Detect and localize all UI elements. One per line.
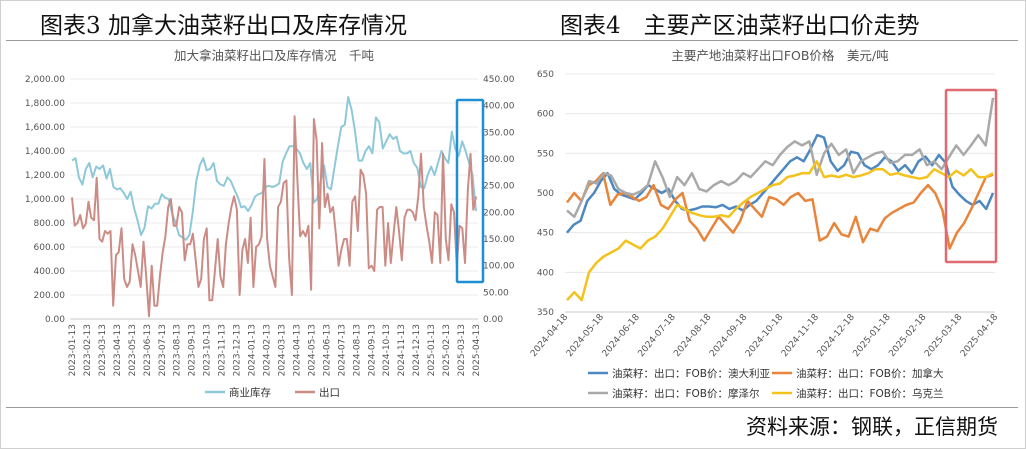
y-right-tick-label: 50.00 [483,288,509,298]
y-tick-label: 550 [537,149,554,159]
figure-3-title: 图表3 加拿大油菜籽出口及库存情况 [40,13,407,39]
footer-divider [6,407,1018,408]
x-tick-label: 2024-11-13 [397,324,407,376]
y-right-tick-label: 450.00 [483,75,515,85]
x-tick-label: 2024-01-13 [248,324,258,376]
export-series-line [71,115,477,318]
y-left-tick-label: 600.00 [34,243,66,253]
x-tick-label: 2025-04-13 [472,324,482,376]
highlight-box [944,88,998,264]
y-right-tick-label: 250.00 [483,182,515,192]
fob-series-line-canada [566,171,994,250]
x-tick-label: 2023-01-13 [68,324,78,376]
y-right-tick-label: 200.00 [483,208,515,218]
y-right-tick-label: 400.00 [483,102,515,112]
legend-label: 油菜籽：出口：FOB价：澳大利亚 [612,367,771,380]
legend-label: 出口 [319,386,340,399]
legend-label: 油菜籽：出口：FOB价：乌克兰 [796,387,944,400]
y-tick-label: 650 [537,70,554,80]
x-tick-label: 2024-12-13 [412,324,422,376]
fob-series-line-ukraine [566,160,994,302]
fob-series-line-australia [566,133,995,234]
x-tick-label: 2024-09-13 [367,324,377,376]
x-tick-label: 2023-11-13 [218,324,228,376]
y-left-tick-label: 1,000.00 [25,195,65,205]
y-left-tick-label: 0.00 [45,315,65,325]
x-tick-label: 2024-06-13 [322,324,332,376]
y-tick-label: 400 [537,268,554,278]
y-tick-label: 350 [537,308,554,318]
x-tick-label: 2023-04-13 [113,324,123,376]
x-tick-label: 2023-02-13 [83,324,93,376]
fob-series-line-mozambique [566,97,995,219]
x-tick-label: 2025-04-18 [959,312,1000,359]
x-tick-label: 2023-12-13 [233,324,243,376]
x-tick-label: 2024-04-13 [292,324,302,376]
source-note: 资料来源：钢联，正信期货 [746,415,998,439]
x-tick-label: 2023-06-13 [143,324,153,376]
y-right-tick-label: 300.00 [483,155,515,165]
chart-2-title: 主要产地油菜籽出口FOB价格 美元/吨 [671,48,889,63]
x-tick-label: 2025-03-13 [457,324,467,376]
y-tick-label: 500 [537,189,554,199]
x-tick-label: 2023-03-13 [98,324,108,376]
x-tick-label: 2024-07-13 [337,324,347,376]
inventory-series-line [71,96,477,241]
y-right-tick-label: 0.00 [483,315,503,325]
x-tick-label: 2024-02-13 [263,324,273,376]
legend-label: 商业库存 [229,386,271,399]
y-left-tick-label: 1,800.00 [25,99,65,109]
y-tick-label: 600 [537,110,554,120]
y-right-tick-label: 350.00 [483,128,515,138]
x-tick-label: 2025-02-13 [442,324,452,376]
chart-1-title: 加大拿油菜籽出口及库存情况 千吨 [174,48,375,63]
x-tick-label: 2023-07-13 [158,324,168,376]
legend-label: 油菜籽：出口：FOB价：摩泽尔 [612,387,760,400]
y-left-tick-label: 800.00 [34,219,66,229]
x-tick-label: 2024-10-13 [382,324,392,376]
y-tick-label: 450 [537,229,554,239]
y-left-tick-label: 1,400.00 [25,147,65,157]
x-tick-label: 2023-05-13 [128,324,138,376]
x-tick-label: 2024-08-13 [352,324,362,376]
y-right-tick-label: 150.00 [483,235,515,245]
highlight-box [455,98,485,284]
y-left-tick-label: 400.00 [34,267,66,277]
y-left-tick-label: 1,200.00 [25,171,65,181]
y-left-tick-label: 2,000.00 [25,75,65,85]
x-tick-label: 2023-09-13 [188,324,198,376]
x-tick-label: 2023-10-13 [203,324,213,376]
y-left-tick-label: 200.00 [34,291,66,301]
x-tick-label: 2023-08-13 [173,324,183,376]
x-tick-label: 2025-01-13 [427,324,437,376]
y-left-tick-label: 1,600.00 [25,123,65,133]
x-tick-label: 2024-05-13 [307,324,317,376]
x-tick-label: 2024-03-13 [277,324,287,376]
legend-label: 油菜籽：出口：FOB价：加拿大 [796,367,944,380]
header-divider [6,40,1018,41]
y-right-tick-label: 100.00 [483,262,515,272]
figure-4-title: 图表4 主要产区油菜籽出口价走势 [560,13,920,39]
